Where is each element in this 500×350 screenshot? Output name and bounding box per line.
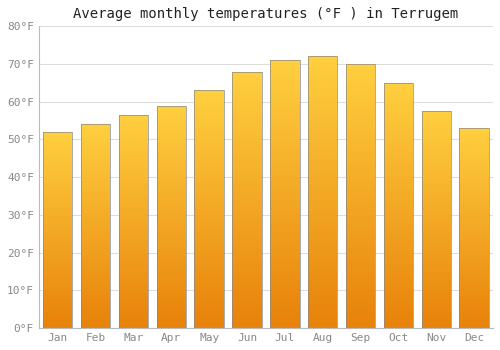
Title: Average monthly temperatures (°F ) in Terrugem: Average monthly temperatures (°F ) in Te…: [74, 7, 458, 21]
